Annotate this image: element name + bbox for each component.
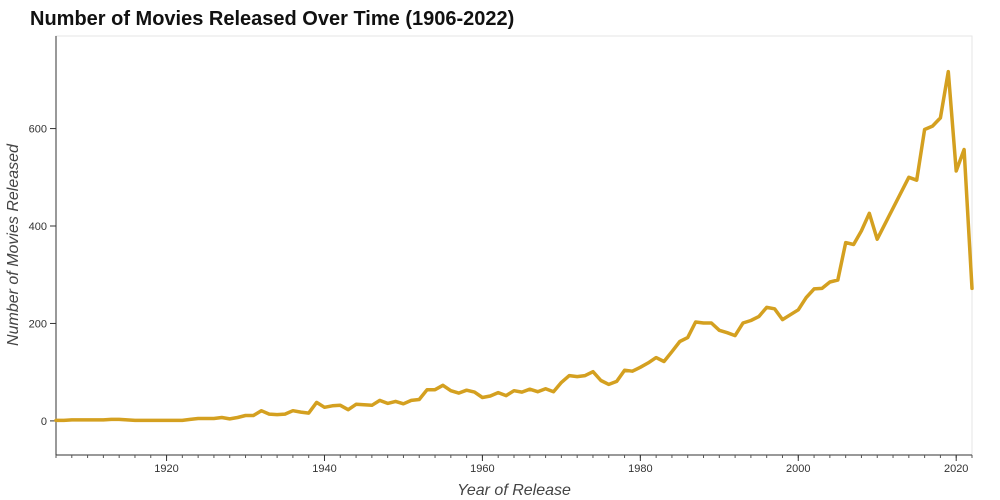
- x-tick-label: 1960: [470, 463, 494, 475]
- x-axis-label: Year of Release: [457, 482, 571, 499]
- x-tick-label: 2000: [786, 463, 810, 475]
- y-tick-label: 600: [29, 124, 47, 136]
- y-tick-label: 0: [41, 416, 47, 428]
- y-axis: 0 200 400 600: [29, 36, 57, 455]
- y-axis-label: Number of Movies Released: [5, 143, 22, 346]
- chart-title: Number of Movies Released Over Time (190…: [30, 8, 515, 30]
- x-axis: 1920 1940 1960 1980 2000 2020: [55, 454, 973, 475]
- x-tick-label: 1920: [154, 463, 178, 475]
- x-tick-label: 1980: [628, 463, 652, 475]
- series-line: [54, 69, 974, 423]
- x-tick-label: 1940: [312, 463, 336, 475]
- y-tick-label: 200: [29, 318, 47, 330]
- y-tick-label: 400: [29, 221, 47, 233]
- x-tick-label: 2020: [944, 463, 968, 475]
